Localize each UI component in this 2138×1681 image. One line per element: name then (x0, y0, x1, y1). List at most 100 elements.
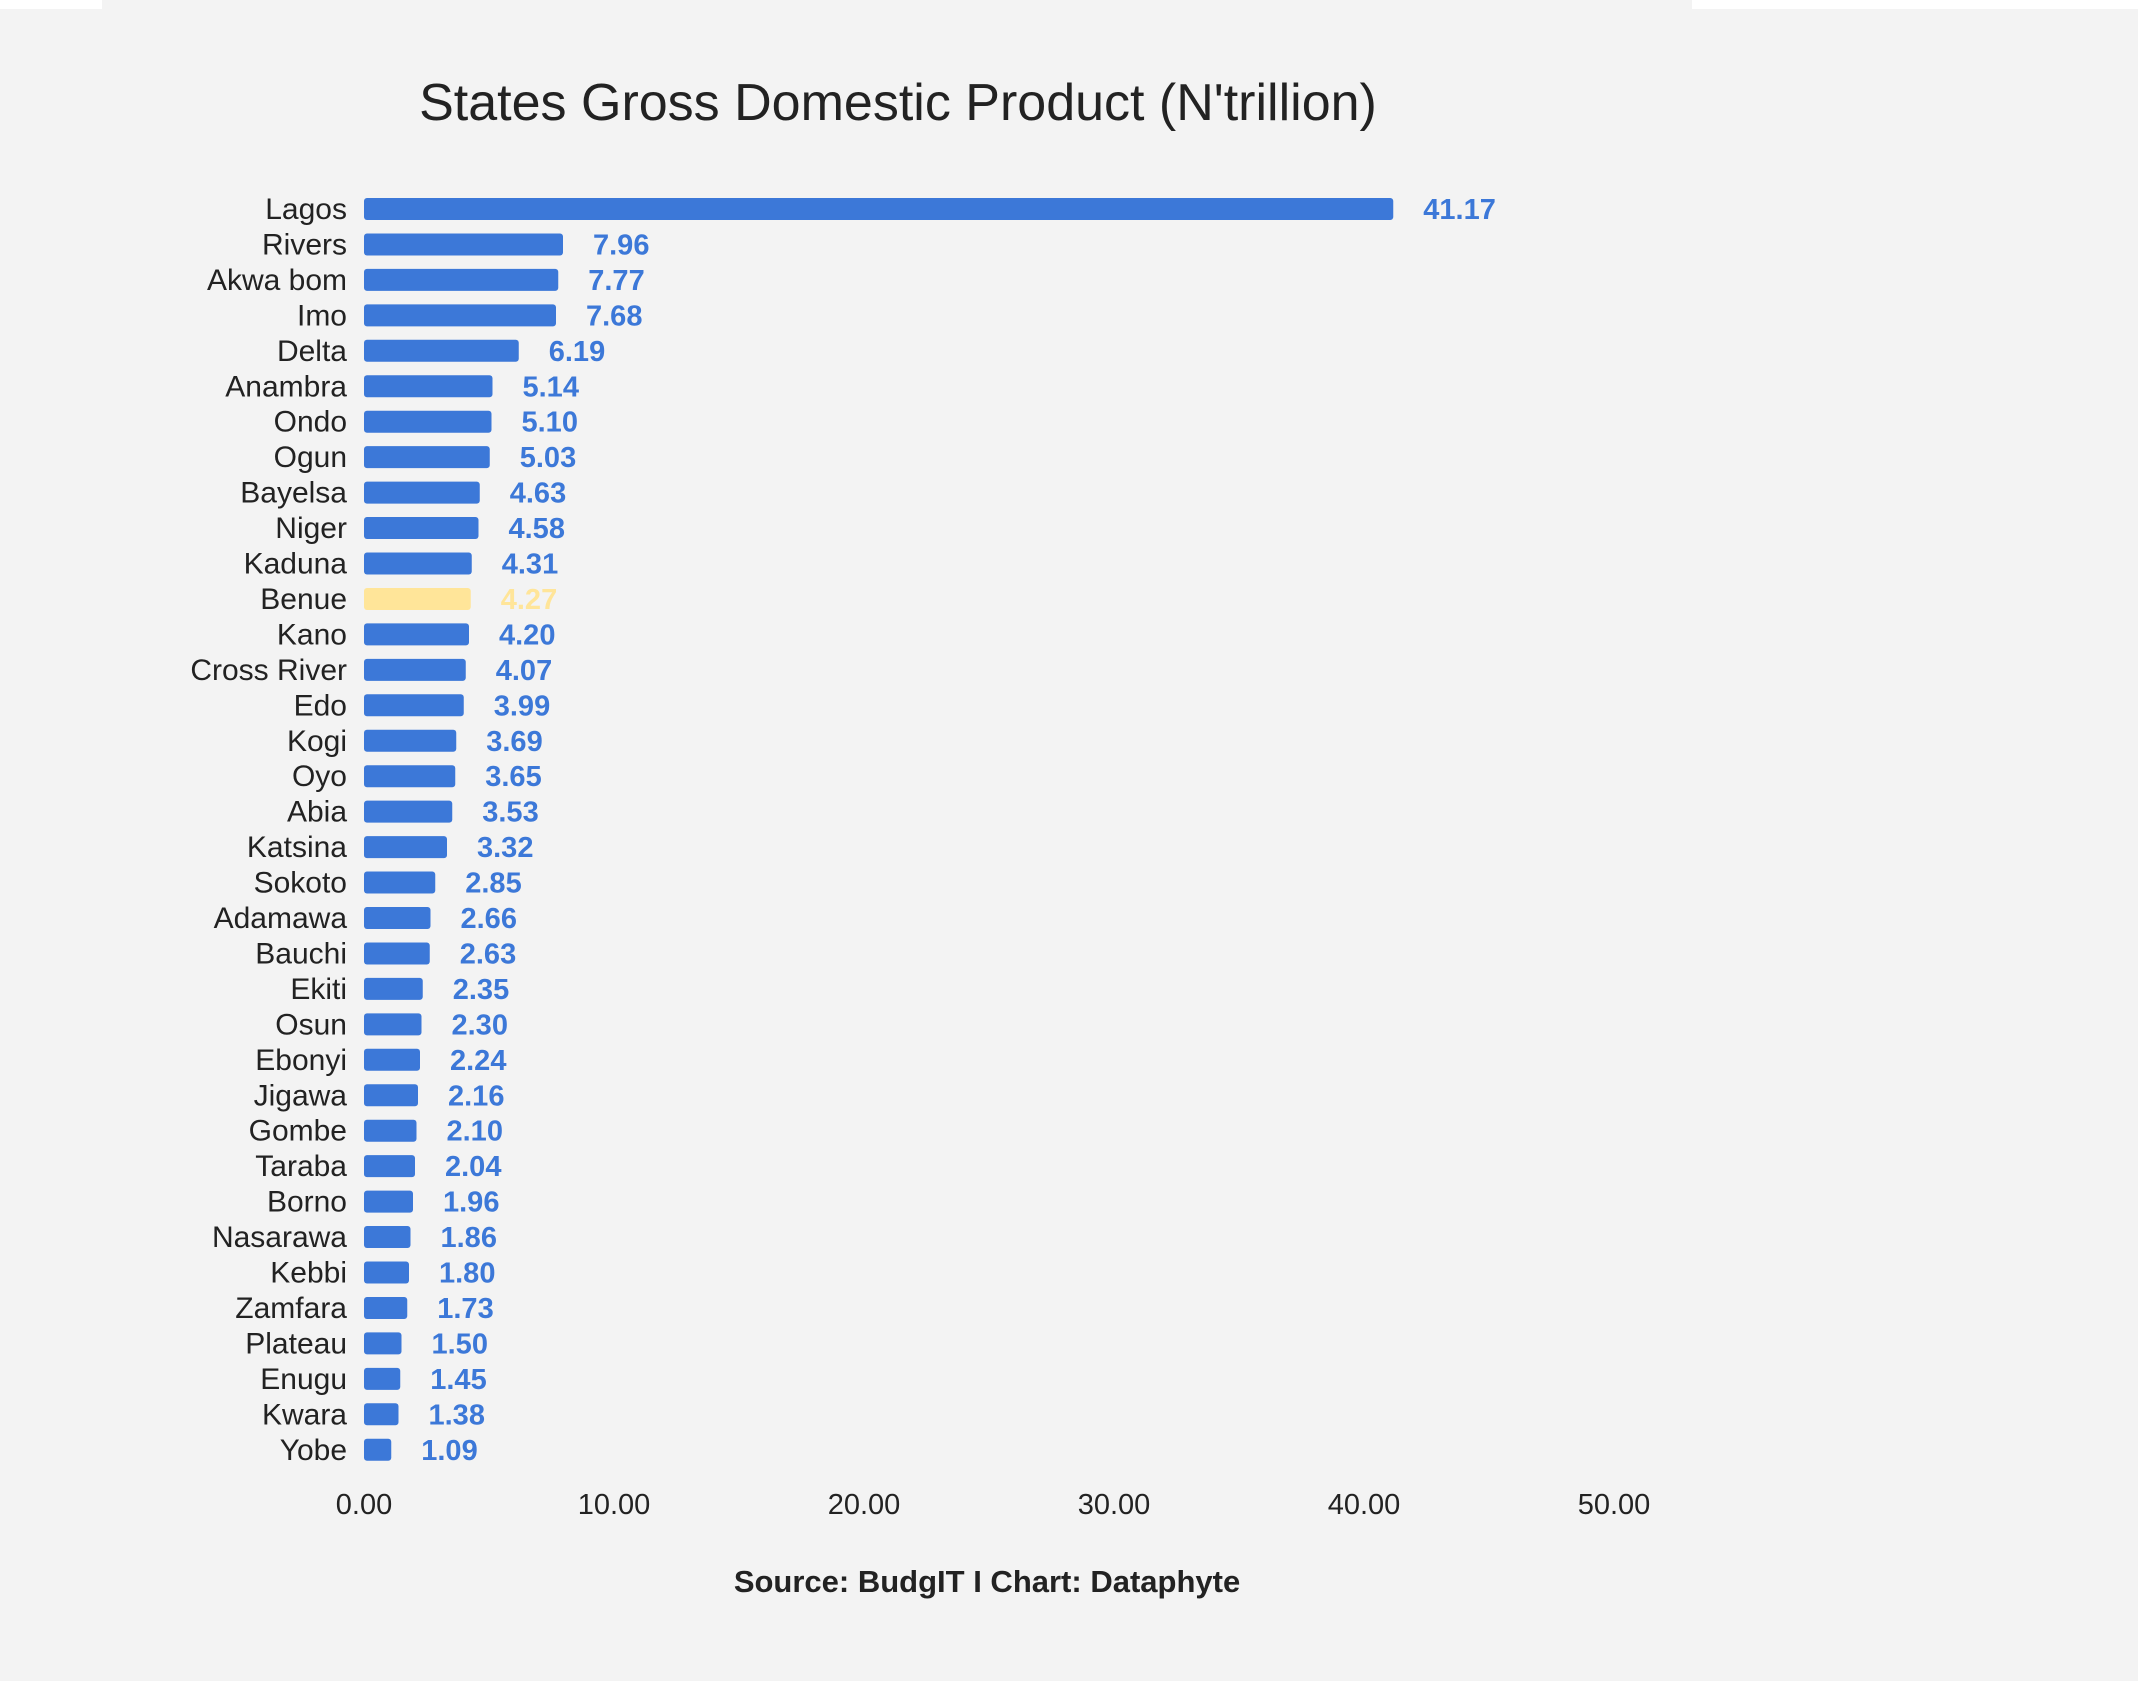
value-label-cross-river: 4.07 (496, 655, 552, 687)
bar-nasarawa (364, 1226, 411, 1249)
category-label-osun: Osun (275, 1008, 347, 1041)
value-label-ogun: 5.03 (520, 442, 576, 474)
bar-zamfara (364, 1296, 408, 1319)
bar-anambra (364, 375, 493, 398)
bar-edo (364, 694, 464, 717)
category-label-nasarawa: Nasarawa (212, 1221, 347, 1254)
category-label-enugu: Enugu (260, 1363, 347, 1396)
category-label-adamawa: Adamawa (214, 902, 348, 935)
value-label-kano: 4.20 (499, 619, 555, 651)
value-label-rivers: 7.96 (593, 229, 649, 261)
bar-abia (364, 800, 453, 823)
category-label-delta: Delta (277, 335, 347, 368)
value-label-niger: 4.58 (509, 513, 565, 545)
value-label-gombe: 2.10 (447, 1116, 503, 1148)
x-tick-label-10-00: 10.00 (578, 1489, 651, 1521)
category-label-borno: Borno (267, 1186, 347, 1219)
chart-title: States Gross Domestic Product (N'trillio… (419, 74, 1377, 132)
bar-borno (364, 1190, 413, 1213)
bar-cross-river (364, 658, 466, 681)
category-label-edo: Edo (294, 689, 347, 722)
value-label-imo: 7.68 (586, 300, 642, 332)
bar-bauchi (364, 942, 430, 965)
category-label-cross-river: Cross River (190, 654, 347, 687)
bars (364, 198, 1394, 1461)
category-label-kano: Kano (277, 618, 347, 651)
category-label-akwa-bom: Akwa bom (207, 264, 347, 297)
value-label-bayelsa: 4.63 (510, 478, 566, 510)
value-label-oyo: 3.65 (485, 761, 541, 793)
bar-kaduna (364, 552, 472, 575)
category-label-gombe: Gombe (249, 1115, 347, 1148)
category-label-katsina: Katsina (247, 831, 347, 864)
bar-kwara (364, 1403, 399, 1426)
value-label-katsina: 3.32 (477, 832, 533, 864)
category-label-kebbi: Kebbi (270, 1257, 347, 1290)
category-label-kwara: Kwara (262, 1398, 347, 1431)
value-label-abia: 3.53 (482, 797, 538, 829)
bar-adamawa (364, 907, 431, 929)
value-label-taraba: 2.04 (445, 1151, 501, 1183)
bar-rivers (364, 233, 563, 256)
category-label-imo: Imo (297, 299, 347, 332)
value-label-kwara: 1.38 (429, 1399, 485, 1431)
bar-niger (364, 517, 479, 540)
bar-bayelsa (364, 481, 480, 504)
bar-jigawa (364, 1084, 418, 1107)
value-label-ebonyi: 2.24 (450, 1045, 506, 1077)
x-tick-label-40-00: 40.00 (1328, 1489, 1401, 1521)
bar-imo (364, 304, 556, 327)
category-label-niger: Niger (275, 512, 347, 545)
bar-lagos (364, 198, 1394, 220)
value-label-anambra: 5.14 (523, 371, 579, 403)
value-label-ekiti: 2.35 (453, 974, 509, 1006)
category-label-ekiti: Ekiti (290, 973, 347, 1006)
category-label-rivers: Rivers (262, 228, 347, 261)
value-label-bauchi: 2.63 (460, 938, 516, 970)
value-label-delta: 6.19 (549, 336, 605, 368)
x-tick-label-20-00: 20.00 (828, 1489, 901, 1521)
category-label-jigawa: Jigawa (254, 1079, 348, 1112)
category-label-ogun: Ogun (274, 441, 347, 474)
x-tick-label-30-00: 30.00 (1078, 1489, 1151, 1521)
x-tick-label-50-00: 50.00 (1578, 1489, 1651, 1521)
category-label-anambra: Anambra (225, 370, 347, 403)
bar-ondo (364, 410, 492, 433)
category-label-kaduna: Kaduna (244, 548, 348, 581)
bar-ekiti (364, 977, 423, 1000)
bar-yobe (364, 1438, 392, 1461)
bar-katsina (364, 836, 447, 859)
category-label-zamfara: Zamfara (235, 1292, 347, 1325)
value-label-kogi: 3.69 (486, 726, 542, 758)
bar-gombe (364, 1119, 417, 1142)
bar-osun (364, 1013, 422, 1036)
value-label-osun: 2.30 (452, 1009, 508, 1041)
category-label-benue: Benue (260, 583, 347, 616)
category-label-bauchi: Bauchi (255, 937, 347, 970)
top-band-left (0, 0, 102, 9)
category-label-bayelsa: Bayelsa (240, 477, 347, 510)
value-label-edo: 3.99 (494, 690, 550, 722)
value-label-enugu: 1.45 (430, 1364, 486, 1396)
value-labels: 41.17 7.96 7.777.68 6.195.14 5.105.03 4.634.5… (421, 194, 1496, 1467)
bar-kebbi (364, 1261, 409, 1284)
bar-kogi (364, 729, 457, 752)
bar-plateau (364, 1332, 402, 1355)
value-label-kebbi: 1.80 (439, 1258, 495, 1290)
bar-kano (364, 623, 469, 646)
category-label-sokoto: Sokoto (254, 867, 347, 900)
category-label-ondo: Ondo (274, 406, 347, 439)
category-label-ebonyi: Ebonyi (255, 1044, 347, 1077)
bar-ogun (364, 446, 490, 469)
x-tick-label-0-00: 0.00 (336, 1489, 392, 1521)
value-label-adamawa: 2.66 (461, 903, 517, 935)
value-label-ondo: 5.10 (522, 407, 578, 439)
bar-enugu (364, 1367, 401, 1390)
category-label-plateau: Plateau (245, 1327, 347, 1360)
value-label-plateau: 1.50 (432, 1328, 488, 1360)
value-label-benue: 4.27 (501, 584, 557, 616)
value-label-lagos: 41.17 (1423, 194, 1496, 226)
category-label-lagos: Lagos (265, 193, 347, 226)
